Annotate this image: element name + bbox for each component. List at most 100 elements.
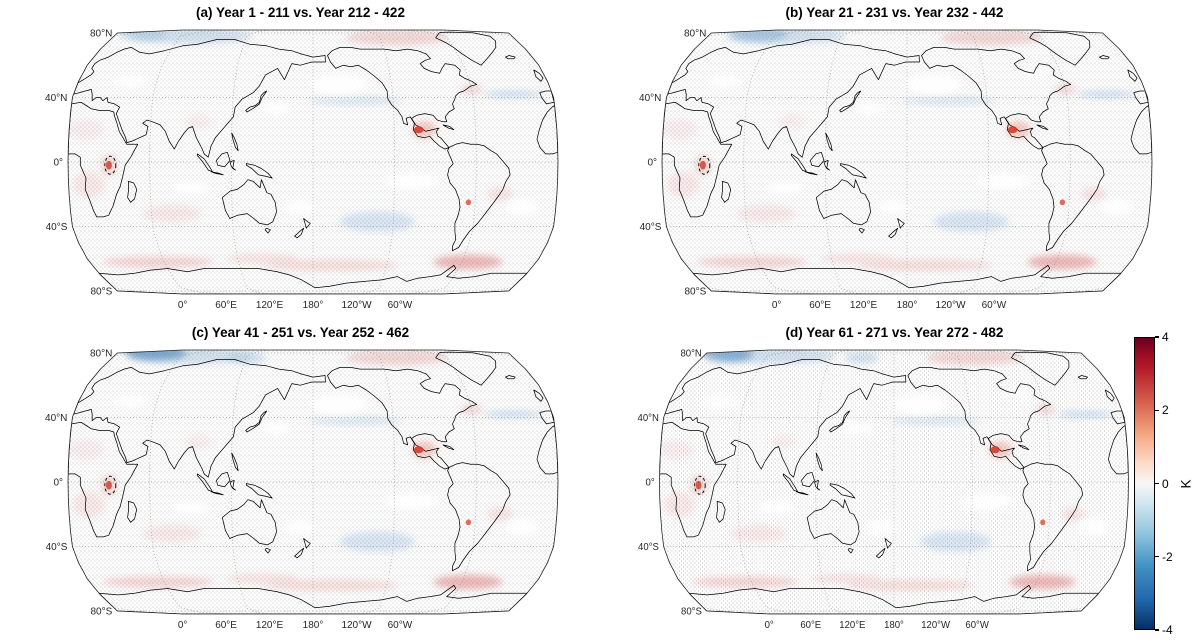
lon-tick-label: 60°E bbox=[215, 300, 237, 311]
anomaly-blob bbox=[105, 160, 112, 170]
dashed-contour bbox=[104, 475, 117, 495]
lon-tick-label: 120°W bbox=[341, 620, 372, 631]
panel-b-title: (b) Year 21 - 231 vs. Year 232 - 442 bbox=[785, 5, 1004, 20]
map-outline bbox=[659, 349, 1129, 615]
lat-tick-label: 40°N bbox=[45, 413, 67, 424]
lat-tick-label: 40°S bbox=[640, 222, 662, 233]
panel-c: (c) Year 41 - 251 vs. Year 252 - 462 80°… bbox=[8, 323, 593, 641]
anomaly-blob bbox=[283, 199, 316, 215]
anomaly-blob bbox=[465, 199, 472, 206]
panel-b: (b) Year 21 - 231 vs. Year 232 - 442 80°… bbox=[602, 3, 1187, 321]
anomaly-blob bbox=[990, 446, 1000, 454]
anomaly-blob bbox=[706, 74, 743, 89]
lon-tick-label: 180° bbox=[303, 300, 324, 311]
anomaly-blob bbox=[695, 480, 702, 490]
anomaly-blob bbox=[699, 160, 706, 170]
lon-tick-label: 60°E bbox=[800, 620, 821, 631]
colorbar-tick-label: 0 bbox=[1162, 476, 1169, 491]
lon-tick-label: 60°W bbox=[965, 620, 989, 631]
colorbar-tick: 0 bbox=[1155, 477, 1169, 491]
anomaly-blob bbox=[428, 387, 454, 400]
lon-tick-label: 0° bbox=[178, 300, 188, 311]
lon-tick-label: 120°W bbox=[341, 300, 372, 311]
dashed-contour bbox=[104, 155, 117, 175]
anomaly-blob bbox=[1004, 387, 1029, 400]
lon-tick-label: 180° bbox=[303, 620, 324, 631]
panel-a: (a) Year 1 - 211 vs. Year 212 - 422 80°N… bbox=[8, 3, 593, 321]
map-canvas-c: 80°N 40°N 0° 40°S 80°S 0° 60°E 120°E 180° 120°W 60… bbox=[45, 349, 559, 631]
lat-tick-label: 80°S bbox=[91, 607, 113, 618]
lon-tick-label: 60°W bbox=[388, 620, 413, 631]
lat-tick-label: 40°N bbox=[638, 413, 659, 424]
lat-tick-label: 40°N bbox=[45, 93, 67, 104]
anomaly-blob bbox=[283, 519, 316, 535]
lon-tick-label: 0° bbox=[765, 620, 774, 631]
lon-tick-label: 180° bbox=[884, 620, 904, 631]
anomaly-blob bbox=[414, 446, 424, 454]
dashed-contour bbox=[694, 475, 706, 495]
anomaly-blob bbox=[865, 519, 897, 535]
lat-tick-label: 80°S bbox=[685, 287, 707, 298]
anomaly-blob bbox=[383, 172, 438, 191]
colorbar-tick-label: 4 bbox=[1162, 330, 1169, 344]
anomaly-blob bbox=[1098, 198, 1134, 216]
anomaly-blob bbox=[112, 394, 149, 409]
colorbar-tick-mark bbox=[1155, 556, 1159, 558]
lat-tick-label: 80°N bbox=[684, 29, 706, 40]
colorbar-tick: -4 bbox=[1155, 623, 1173, 637]
lon-tick-label: 60°E bbox=[215, 620, 237, 631]
lon-tick-label: 120°E bbox=[839, 620, 866, 631]
lat-tick-label: 0° bbox=[646, 477, 655, 488]
anomaly-blob bbox=[977, 172, 1032, 191]
anomaly-blob bbox=[259, 101, 292, 117]
anomaly-blob bbox=[504, 198, 540, 216]
colorbar-tick-mark bbox=[1155, 482, 1159, 485]
lon-tick-label: 60°W bbox=[982, 300, 1007, 311]
colorbar-tick-mark bbox=[1155, 336, 1159, 338]
anomaly-blob bbox=[1077, 518, 1111, 536]
lat-tick-label: 40°N bbox=[639, 93, 661, 104]
colorbar-tick: 2 bbox=[1155, 403, 1169, 417]
lat-tick-label: 40°S bbox=[46, 542, 68, 553]
colorbar-tick-mark bbox=[1155, 409, 1159, 411]
anomaly-blob bbox=[1059, 199, 1066, 206]
anomaly-blob bbox=[310, 74, 369, 95]
lat-tick-label: 80°N bbox=[90, 29, 112, 40]
anomaly-blob bbox=[1022, 67, 1048, 80]
lat-tick-label: 80°S bbox=[91, 287, 113, 298]
colorbar-tick-label: -2 bbox=[1162, 549, 1173, 564]
anomaly-blob bbox=[465, 519, 472, 526]
colorbar-tick: -2 bbox=[1155, 550, 1173, 564]
lat-tick-label: 0° bbox=[53, 158, 63, 169]
lon-tick-label: 120°W bbox=[921, 620, 951, 631]
lat-tick-label: 0° bbox=[647, 158, 657, 169]
anomaly-blob bbox=[105, 480, 112, 490]
anomaly-blob bbox=[891, 394, 947, 415]
lon-tick-label: 0° bbox=[772, 300, 782, 311]
panel-d: (d) Year 61 - 271 vs. Year 272 - 482 80°… bbox=[602, 323, 1187, 641]
dashed-contour bbox=[698, 155, 711, 175]
anomaly-blob bbox=[758, 500, 796, 516]
anomaly-blob bbox=[961, 492, 1014, 511]
anomaly-blob bbox=[383, 492, 438, 511]
anomaly-blob bbox=[1040, 519, 1046, 526]
anomaly-blob bbox=[877, 199, 910, 215]
lon-tick-label: 120°E bbox=[850, 300, 878, 311]
lon-tick-label: 120°E bbox=[256, 300, 284, 311]
anomaly-blob bbox=[310, 394, 369, 415]
anomaly-blob bbox=[765, 180, 804, 196]
anomaly-blob bbox=[1008, 126, 1018, 134]
anomaly-blob bbox=[504, 518, 540, 536]
anomaly-blob bbox=[171, 180, 210, 196]
colorbar: 4 2 0 -2 -4 K bbox=[1134, 330, 1198, 637]
anomaly-blob bbox=[904, 74, 962, 95]
lon-tick-label: 60°E bbox=[809, 300, 831, 311]
panel-d-title: (d) Year 61 - 271 vs. Year 272 - 482 bbox=[785, 325, 1004, 340]
anomaly-blob bbox=[171, 500, 210, 516]
panel-a-title: (a) Year 1 - 211 vs. Year 212 - 422 bbox=[196, 5, 405, 20]
lat-tick-label: 80°S bbox=[681, 606, 702, 617]
map-canvas-a: 80°N 40°N 0° 40°S 80°S 0° 60°E 120°E 180° 120°W 60… bbox=[45, 29, 559, 311]
graticule bbox=[662, 30, 1152, 294]
lon-tick-label: 60°W bbox=[388, 300, 413, 311]
